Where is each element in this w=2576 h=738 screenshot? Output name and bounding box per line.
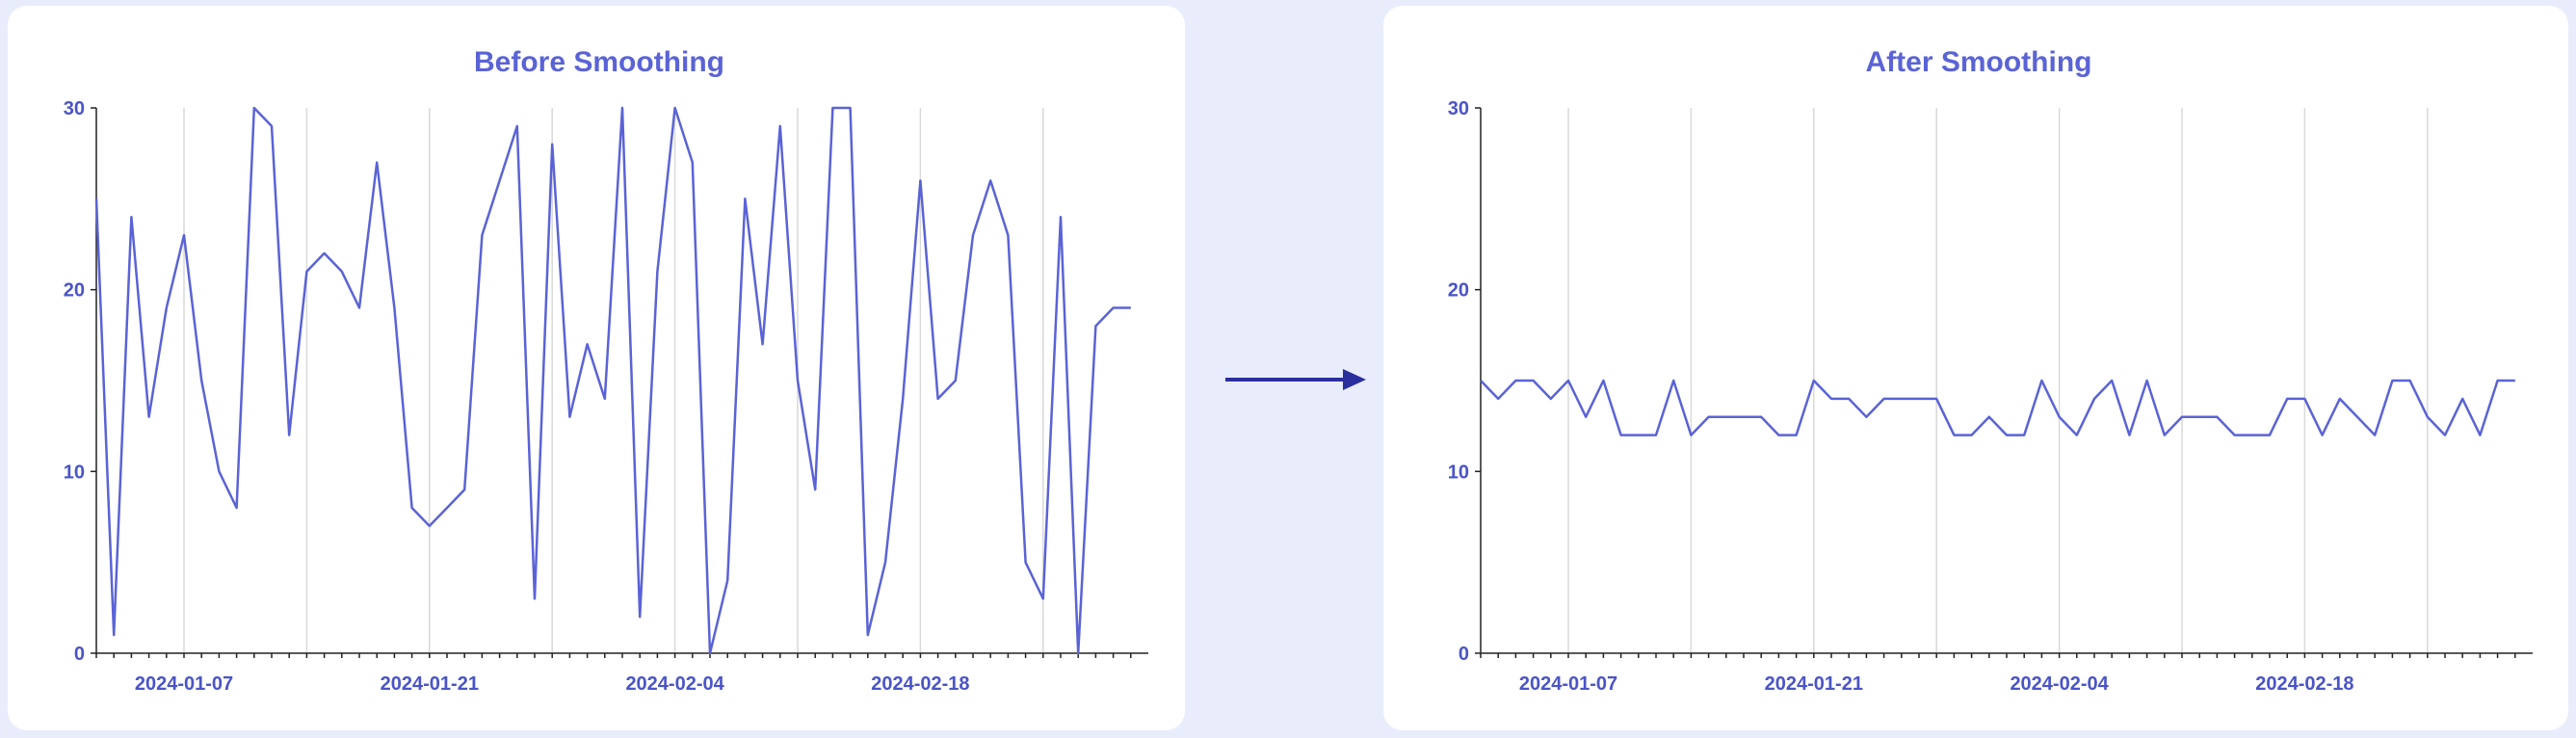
x-tick-label-2: 2024-02-04 <box>2010 673 2109 695</box>
y-tick-label-0: 0 <box>74 644 85 665</box>
chart-panel-after: After Smoothing 0 10 20 30 2024-01-07 2024-01-… <box>1383 6 2568 730</box>
x-tick-label-3: 2024-02-18 <box>2255 673 2353 695</box>
x-tick-label-1: 2024-01-21 <box>381 673 479 695</box>
y-tick-label-3: 30 <box>1448 98 1469 119</box>
x-tick-label-1: 2024-01-21 <box>1765 673 1863 695</box>
y-tick-label-3: 30 <box>64 98 85 119</box>
before-smoothing-chart: Before Smoothing 0 10 20 30 2024-01-07 2024-01… <box>64 46 1148 695</box>
x-tick-label-0: 2024-01-07 <box>135 673 233 695</box>
chart-title: After Smoothing <box>1866 46 2092 78</box>
y-tick-label-1: 10 <box>64 461 85 483</box>
y-tick-label-2: 20 <box>1448 280 1469 302</box>
y-tick-label-0: 0 <box>1459 644 1469 665</box>
x-tick-label-0: 2024-01-07 <box>1519 673 1617 695</box>
y-tick-label-2: 20 <box>64 280 85 302</box>
after-smoothing-chart: After Smoothing 0 10 20 30 2024-01-07 2024-01-… <box>1448 46 2533 695</box>
x-tick-label-3: 2024-02-18 <box>871 673 969 695</box>
chart-title: Before Smoothing <box>474 46 724 78</box>
series-line <box>1480 379 2515 436</box>
right-arrow-icon <box>1225 369 1366 390</box>
series-line <box>94 106 1131 655</box>
y-tick-label-1: 10 <box>1448 461 1469 483</box>
chart-panel-before: Before Smoothing 0 10 20 30 2024-01-07 2024-01… <box>8 6 1185 730</box>
x-tick-label-2: 2024-02-04 <box>625 673 724 695</box>
